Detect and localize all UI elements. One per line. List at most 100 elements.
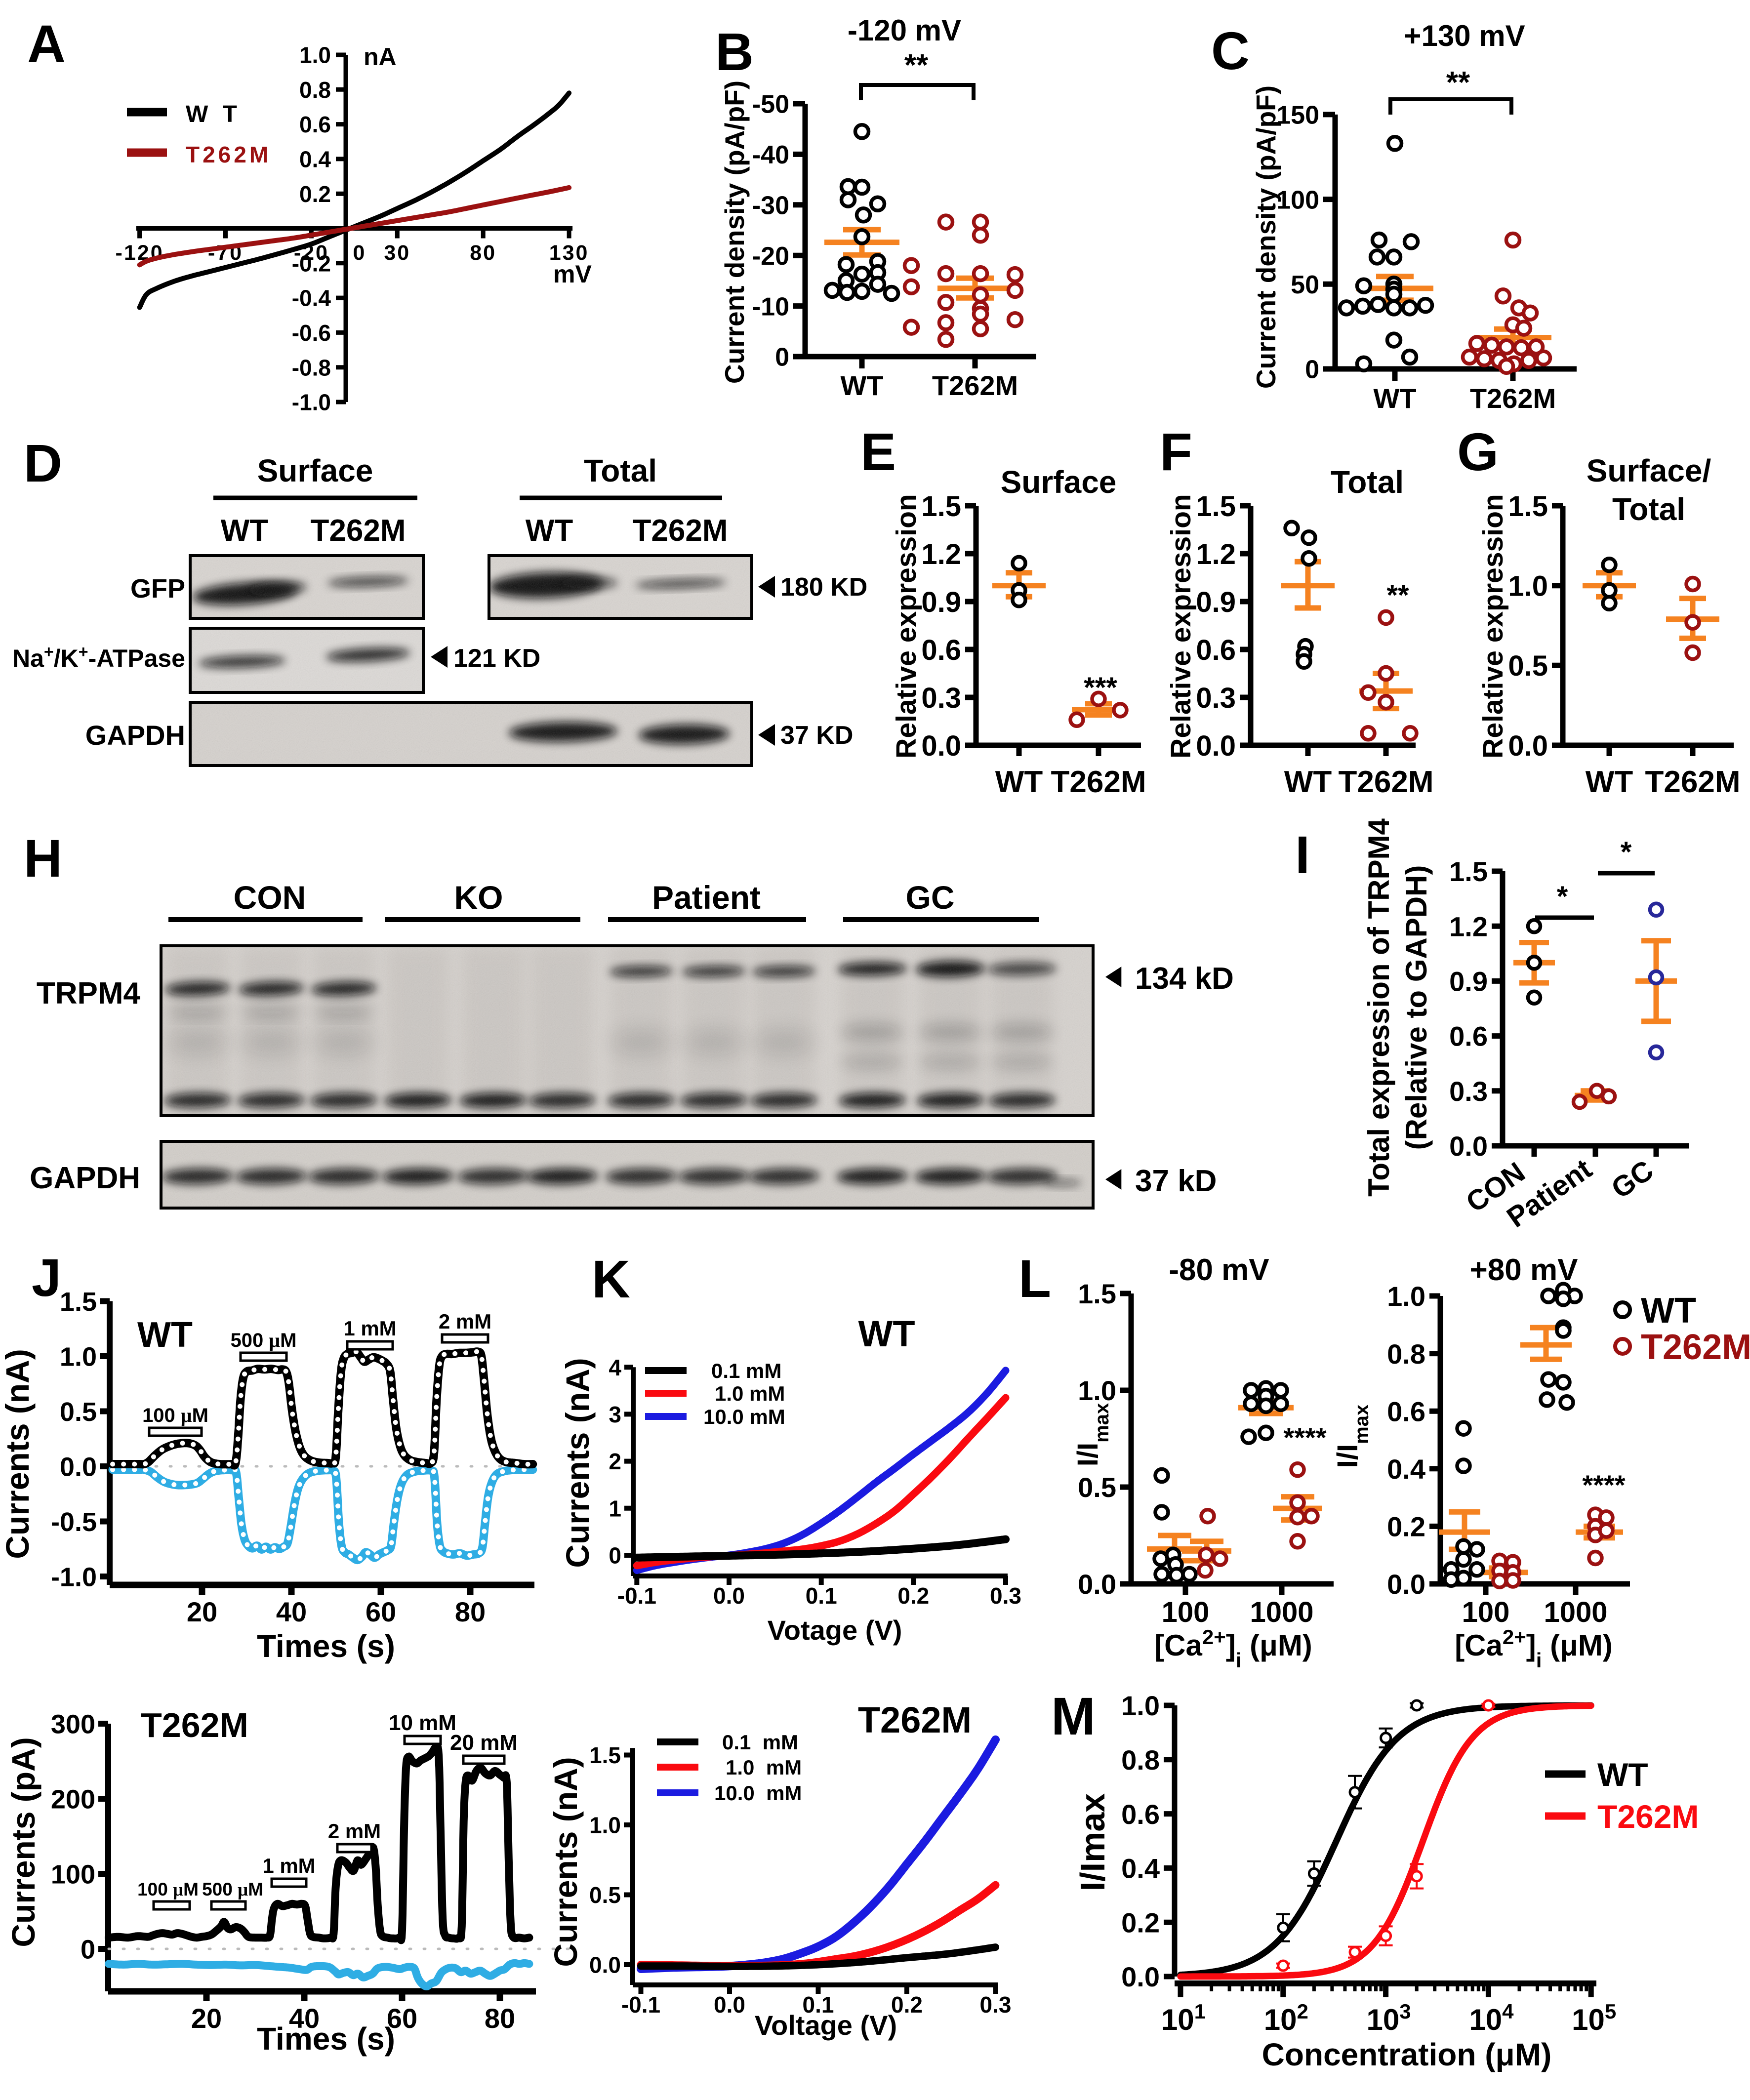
svg-text:0: 0 (1305, 356, 1319, 384)
svg-text:0.4: 0.4 (1387, 1454, 1425, 1485)
svg-text:-50: -50 (752, 90, 789, 119)
svg-text:10.0 mM: 10.0 mM (703, 1405, 785, 1428)
svg-text:J: J (32, 1248, 61, 1307)
svg-text:1.0: 1.0 (1121, 1690, 1160, 1721)
svg-text:0.3: 0.3 (980, 1992, 1012, 2018)
svg-text:1.0: 1.0 (1508, 570, 1548, 603)
svg-text:0.2: 0.2 (1387, 1511, 1425, 1542)
svg-text:60: 60 (366, 1596, 396, 1627)
svg-text:1.5: 1.5 (1196, 490, 1236, 523)
svg-text:D: D (24, 433, 62, 493)
svg-text:134 kD: 134 kD (1135, 962, 1234, 996)
svg-text:T262M: T262M (1645, 765, 1741, 799)
svg-text:500 μM: 500 μM (202, 1879, 263, 1900)
svg-text:0.0: 0.0 (1508, 730, 1548, 762)
svg-text:Current density (pA/pF): Current density (pA/pF) (719, 81, 750, 384)
svg-text:1.0 mM: 1.0 mM (715, 1382, 785, 1405)
svg-text:-20: -20 (752, 242, 789, 271)
svg-text:T262M: T262M (633, 514, 728, 548)
svg-text:Total expression of TRPM4: Total expression of TRPM4 (1362, 818, 1395, 1197)
svg-text:CON: CON (234, 879, 306, 916)
svg-text:mV: mV (553, 260, 592, 288)
svg-text:-30: -30 (752, 192, 789, 220)
svg-text:0.0: 0.0 (921, 730, 961, 762)
svg-text:0: 0 (81, 1935, 95, 1964)
svg-text:(Relative to GAPDH): (Relative to GAPDH) (1400, 865, 1433, 1150)
svg-text:1.5: 1.5 (60, 1287, 97, 1317)
svg-text:Current density (pA/pF): Current density (pA/pF) (1251, 85, 1281, 389)
svg-text:1 mM: 1 mM (262, 1854, 315, 1877)
svg-text:0.3: 0.3 (1196, 682, 1236, 714)
svg-text:WT: WT (1373, 383, 1416, 414)
svg-text:1.0: 1.0 (1387, 1281, 1425, 1312)
svg-text:3: 3 (609, 1402, 621, 1427)
svg-text:1.5: 1.5 (1508, 490, 1548, 523)
svg-text:0.3: 0.3 (990, 1583, 1021, 1609)
svg-text:-0.6: -0.6 (292, 320, 331, 346)
svg-text:1.2: 1.2 (921, 538, 961, 570)
svg-text:40: 40 (289, 2003, 320, 2034)
svg-text:Relative expression: Relative expression (891, 494, 922, 758)
svg-text:Na+/K+-ATPase: Na+/K+-ATPase (12, 643, 185, 672)
svg-text:WT: WT (840, 370, 883, 401)
svg-text:Concentration (μM): Concentration (μM) (1262, 2037, 1552, 2072)
svg-text:Relative expression: Relative expression (1165, 494, 1197, 758)
svg-text:80: 80 (455, 1596, 486, 1627)
svg-text:nA: nA (364, 43, 397, 71)
svg-text:1.5: 1.5 (921, 490, 961, 523)
svg-text:200: 200 (51, 1784, 95, 1814)
svg-text:T262M: T262M (1339, 765, 1434, 799)
svg-text:K: K (592, 1249, 630, 1309)
svg-text:-0.8: -0.8 (292, 355, 331, 380)
svg-text:GAPDH: GAPDH (30, 1161, 140, 1195)
svg-text:0.6: 0.6 (1121, 1799, 1160, 1830)
svg-text:Relative expression: Relative expression (1477, 494, 1509, 758)
svg-text:****: **** (1283, 1422, 1326, 1453)
svg-text:Currents (nA): Currents (nA) (559, 1358, 596, 1568)
svg-text:80: 80 (470, 241, 496, 265)
svg-text:30: 30 (384, 241, 410, 265)
svg-text:T262M: T262M (1597, 1798, 1699, 1835)
svg-text:-0.5: -0.5 (51, 1507, 97, 1537)
svg-text:0.9: 0.9 (1449, 966, 1488, 997)
svg-text:T262M: T262M (186, 142, 271, 167)
svg-text:100: 100 (51, 1859, 95, 1889)
svg-text:100 μM: 100 μM (137, 1879, 199, 1900)
svg-text:0.1 mM: 0.1 mM (711, 1359, 781, 1382)
svg-text:G: G (1457, 422, 1499, 482)
svg-text:I: I (1295, 825, 1310, 885)
svg-text:KO: KO (454, 879, 503, 916)
svg-text:20 mM: 20 mM (450, 1731, 518, 1755)
svg-text:Total: Total (1612, 491, 1685, 527)
svg-text:WT: WT (1284, 765, 1332, 799)
svg-text:-120 mV: -120 mV (848, 14, 961, 47)
svg-text:0.0: 0.0 (589, 1952, 621, 1978)
svg-text:WT: WT (221, 514, 269, 548)
svg-text:Surface: Surface (1001, 464, 1117, 500)
svg-text:0.5: 0.5 (1508, 650, 1548, 682)
svg-text:GAPDH: GAPDH (85, 720, 185, 751)
svg-text:-0.2: -0.2 (292, 250, 331, 276)
svg-text:GC: GC (906, 879, 955, 916)
svg-text:Currents (pA): Currents (pA) (5, 1737, 41, 1947)
svg-text:0.6: 0.6 (1449, 1021, 1488, 1052)
svg-text:1.2: 1.2 (1449, 911, 1488, 942)
svg-text:1.5: 1.5 (589, 1742, 621, 1768)
svg-text:T262M: T262M (1641, 1328, 1750, 1367)
svg-text:0.6: 0.6 (921, 634, 961, 666)
svg-text:**: ** (1446, 66, 1470, 100)
svg-text:0: 0 (609, 1543, 621, 1569)
svg-text:10 mM: 10 mM (389, 1711, 456, 1735)
svg-text:Currents (nA): Currents (nA) (547, 1757, 584, 1967)
svg-text:WT: WT (137, 1315, 193, 1355)
svg-text:0: 0 (775, 343, 789, 372)
svg-text:1.0: 1.0 (1078, 1375, 1116, 1406)
svg-text:60: 60 (387, 2003, 417, 2034)
svg-text:100 μM: 100 μM (142, 1404, 208, 1426)
svg-text:1.5: 1.5 (1449, 856, 1488, 887)
svg-text:0.8: 0.8 (1121, 1744, 1160, 1776)
svg-text:0.1: 0.1 (803, 1992, 834, 2018)
svg-text:-40: -40 (752, 141, 789, 169)
svg-text:20: 20 (191, 2003, 222, 2034)
svg-text:1.0 mM: 1.0 mM (726, 1756, 802, 1779)
